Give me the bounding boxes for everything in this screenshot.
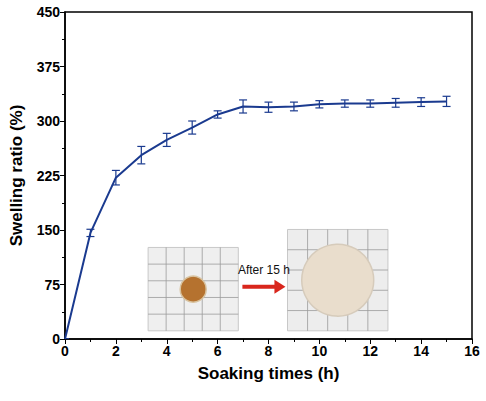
svg-text:0: 0 (61, 343, 69, 359)
svg-text:Swelling ratio (%): Swelling ratio (%) (7, 105, 26, 247)
svg-text:225: 225 (37, 168, 61, 184)
svg-text:75: 75 (44, 277, 60, 293)
svg-text:150: 150 (37, 222, 61, 238)
svg-text:375: 375 (37, 59, 61, 75)
svg-text:4: 4 (163, 343, 171, 359)
svg-text:8: 8 (265, 343, 273, 359)
svg-text:450: 450 (37, 4, 61, 20)
svg-text:10: 10 (312, 343, 328, 359)
svg-text:6: 6 (214, 343, 222, 359)
svg-text:300: 300 (37, 113, 61, 129)
svg-text:2: 2 (112, 343, 120, 359)
svg-text:0: 0 (52, 331, 60, 347)
svg-text:Soaking times (h): Soaking times (h) (198, 364, 340, 383)
svg-text:12: 12 (362, 343, 378, 359)
svg-text:16: 16 (464, 343, 480, 359)
svg-text:14: 14 (413, 343, 429, 359)
svg-text:After 15 h: After 15 h (238, 263, 290, 277)
